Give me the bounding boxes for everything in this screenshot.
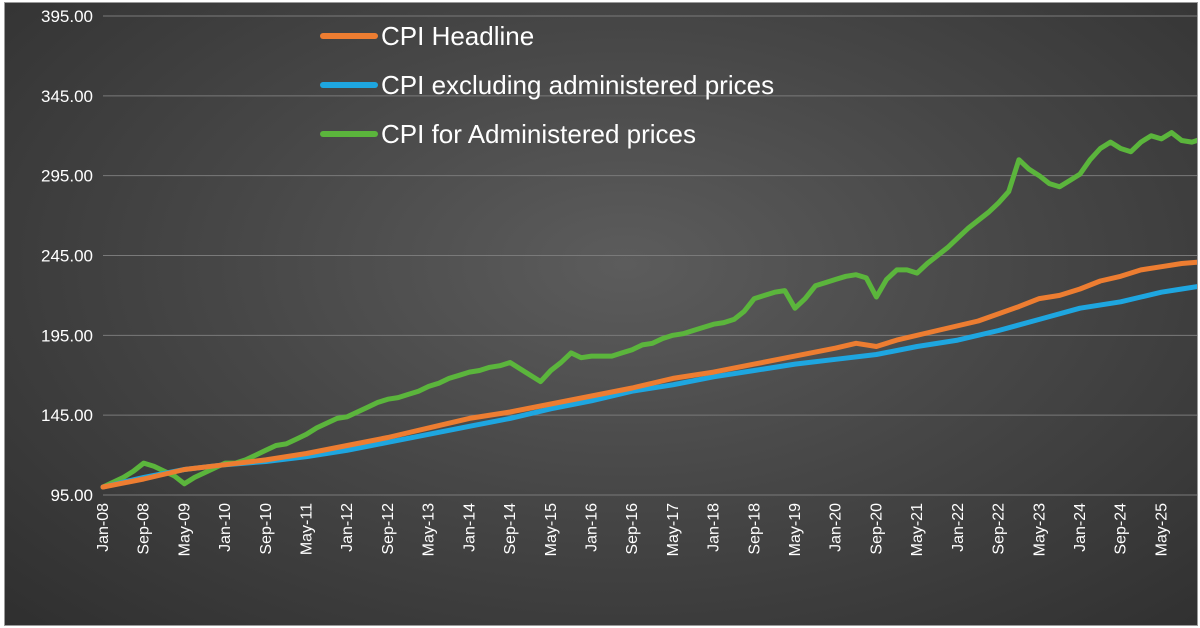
legend-label: CPI Headline (381, 21, 534, 51)
y-tick-label: 245.00 (41, 247, 93, 266)
x-tick-label: May-11 (299, 503, 316, 555)
y-tick-label: 145.00 (41, 406, 93, 425)
x-tick-label: Sep-10 (258, 503, 275, 555)
x-tick-label: Sep-12 (380, 503, 397, 555)
x-tick-label: Jan-24 (1072, 503, 1089, 552)
x-tick-label: Jan-10 (217, 503, 234, 552)
y-tick-label: 95.00 (50, 486, 93, 505)
x-tick-label: Sep-22 (991, 503, 1008, 555)
x-tick-label: Jan-14 (461, 503, 478, 552)
x-tick-label: May-21 (909, 503, 926, 556)
y-tick-label: 295.00 (41, 167, 93, 186)
y-tick-label: 195.00 (41, 326, 93, 345)
y-tick-label: 395.00 (41, 7, 93, 26)
x-tick-label: Sep-08 (136, 503, 153, 555)
line-chart: 95.00 145.00 195.00 245.00 295.00 345.00 395.0… (41, 7, 1197, 556)
x-tick-label: May-25 (1153, 503, 1170, 556)
series-line-0 (100, 259, 1197, 490)
x-tick-label: Jan-16 (583, 503, 600, 552)
x-tick-label: Jan-22 (950, 503, 967, 552)
series-lines (100, 130, 1197, 490)
gridlines (103, 15, 1197, 496)
x-tick-label: May-23 (1031, 503, 1048, 556)
x-tick-label: Sep-20 (868, 503, 885, 555)
x-tick-label: May-15 (543, 503, 560, 556)
x-tick-label: May-13 (421, 503, 438, 556)
x-tick-label: May-19 (787, 503, 804, 556)
x-tick-label: May-09 (176, 503, 193, 556)
x-tick-label: Sep-16 (624, 503, 641, 555)
series-line-2 (100, 130, 1197, 490)
x-tick-label: Sep-14 (502, 503, 519, 555)
x-tick-label: Jan-08 (95, 503, 112, 552)
x-tick-label: Sep-18 (746, 503, 763, 555)
legend-label: CPI excluding administered prices (381, 70, 774, 100)
legend: CPI Headline CPI excluding administered p… (320, 21, 774, 149)
x-tick-label: Jan-12 (339, 503, 356, 552)
x-tick-label: Jan-20 (828, 503, 845, 552)
y-axis-ticks: 95.00 145.00 195.00 245.00 295.00 345.00 395.0… (41, 7, 93, 505)
y-tick-label: 345.00 (41, 87, 93, 106)
chart-area: 95.00 145.00 195.00 245.00 295.00 345.00 395.0… (4, 2, 1198, 626)
legend-label: CPI for Administered prices (381, 119, 696, 149)
x-tick-label: May-17 (665, 503, 682, 556)
x-axis-ticks: Jan-08 Sep-08 May-09 Jan-10 Sep-10 May-11 Jan-… (95, 503, 1170, 556)
x-tick-label: Sep-24 (1113, 503, 1130, 555)
x-tick-label: Jan-18 (706, 503, 723, 552)
series-line-1 (100, 284, 1197, 490)
